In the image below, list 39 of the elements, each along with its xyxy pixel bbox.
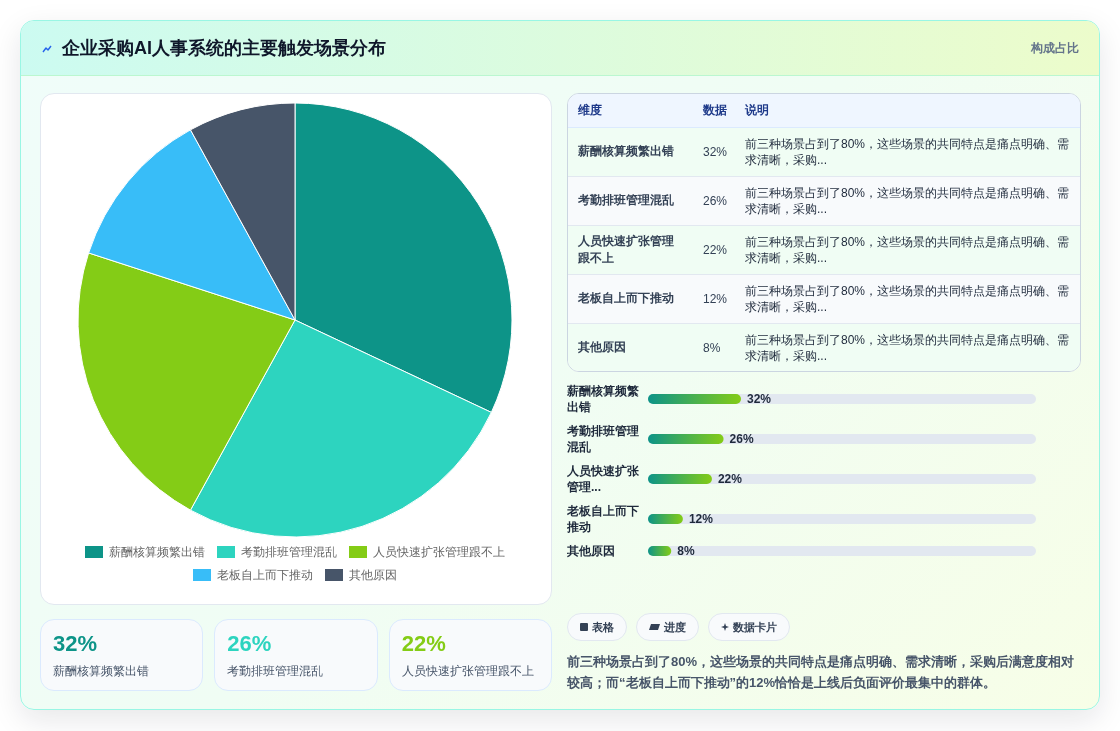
y-tick-label: 薪酬核算频繁出错 <box>566 384 639 414</box>
text: 构成占比 <box>1031 40 1079 57</box>
category-label: 薪酬核算频繁出错 <box>53 663 149 679</box>
data-label: 8% <box>677 544 695 558</box>
table-row: 老板自上而下推动 12% 前三种场景占到了80%，这些场景的共同特点是痛点明确、需求清晰，采购... <box>568 274 1080 323</box>
legend-label: 老板自上而下推动 <box>217 568 313 582</box>
text: 表格 <box>592 619 614 635</box>
text: 22% <box>401 631 446 656</box>
text: 前三种场景占到了80%，这些场景的共同特点是痛点明确、需求清晰，采购后满意度相对较高；而“老板自上而下推动”的12%恰恰是上线后负面评价最集中的群体。 <box>567 653 1076 692</box>
bar <box>648 514 683 524</box>
bar <box>648 474 712 484</box>
y-tick-label: 老板自上而下推动 <box>566 504 639 534</box>
category-label: 人员快速扩张管理跟不上 <box>401 663 534 679</box>
category-label: 薪酬核算频繁出错 <box>577 143 675 160</box>
text: 进度 <box>664 619 686 635</box>
category-label: 人员快速扩张管理跟不上 <box>577 232 675 267</box>
text: 32% <box>53 631 98 656</box>
y-tick-label: 其他原因 <box>566 544 615 558</box>
text: 26% <box>227 631 272 656</box>
legend-label: 其他原因 <box>349 568 397 582</box>
category-label: 老板自上而下推动 <box>577 290 675 307</box>
data-label: 22% <box>717 472 743 486</box>
legend-label: 薪酬核算频繁出错 <box>109 545 205 559</box>
data-label: 26% <box>729 432 754 446</box>
bar <box>648 434 724 444</box>
y-tick-label: 人员快速扩张管理... <box>566 464 640 494</box>
table-row: 薪酬核算频繁出错 32% 前三种场景占到了80%，这些场景的共同特点是痛点明确、需求清晰，采购... <box>568 127 1080 176</box>
data-label: 12% <box>688 512 714 526</box>
bar <box>648 394 741 404</box>
table-row: 考勤排班管理混乱 26% 前三种场景占到了80%，这些场景的共同特点是痛点明确、需求清晰，采购... <box>568 176 1080 225</box>
category-label: 考勤排班管理混乱 <box>577 192 675 209</box>
text: 数据卡片 <box>733 619 777 635</box>
y-tick-label: 考勤排班管理混乱 <box>566 424 639 454</box>
legend-label: 考勤排班管理混乱 <box>241 545 337 559</box>
legend-label: 人员快速扩张管理跟不上 <box>373 545 505 559</box>
text: 企业采购AI人事系统的主要触发场景分布 <box>62 37 386 60</box>
data-label: 32% <box>747 392 772 406</box>
category-label: 考勤排班管理混乱 <box>227 663 324 679</box>
table-header: 维度 数据 说明 <box>568 94 1080 127</box>
